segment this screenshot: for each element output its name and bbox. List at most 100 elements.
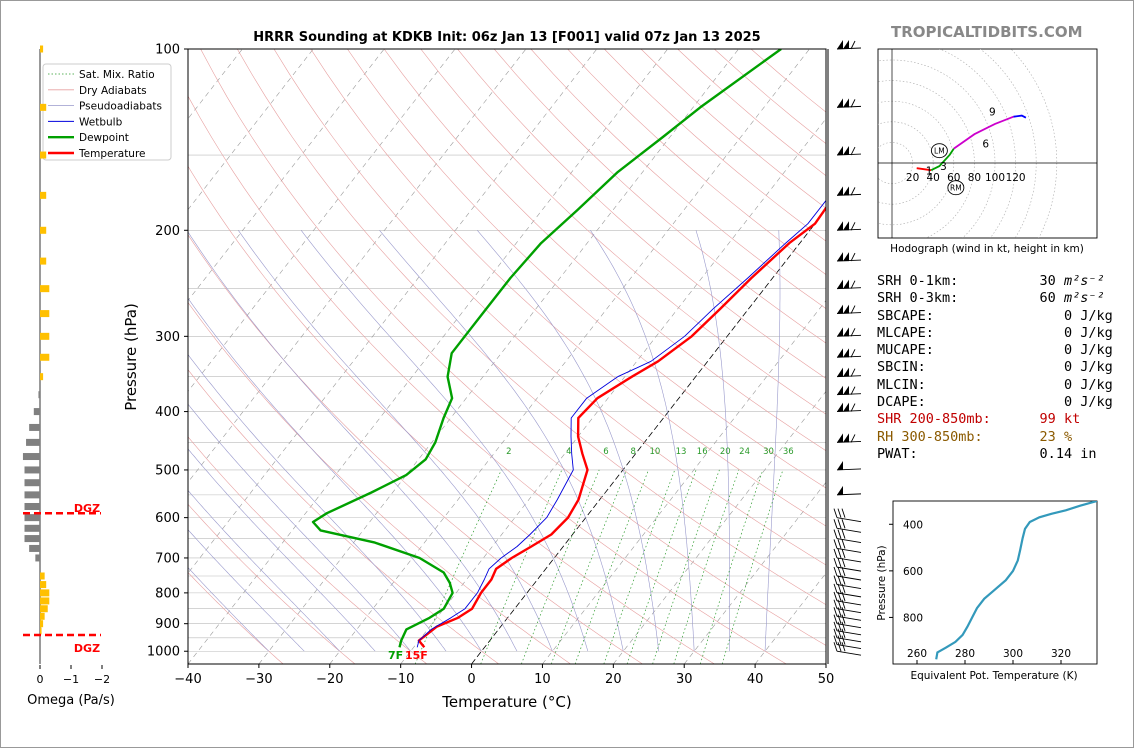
dgz-label-bottom: DGZ <box>74 642 100 655</box>
hodograph-height-label: 3 <box>940 161 947 173</box>
index-label: SBCIN: <box>877 359 1007 375</box>
x-tick-label: 50 <box>818 672 835 687</box>
index-label: SHR 200-850mb: <box>877 411 1007 427</box>
wind-barb <box>837 221 861 230</box>
omega-bar <box>38 391 40 398</box>
wind-barb <box>834 584 861 597</box>
theta-e-y-tick-label: 400 <box>903 519 923 531</box>
dry-adiabat <box>164 49 786 664</box>
wind-barb <box>837 461 861 470</box>
theta-e-y-tick-label: 800 <box>903 612 923 624</box>
y-tick-label: 700 <box>155 551 180 566</box>
x-tick-label: −10 <box>387 672 414 687</box>
omega-bar <box>40 605 48 612</box>
index-row: MLCAPE: 0 J/kg <box>877 325 1113 342</box>
barb-pennant <box>837 98 843 107</box>
wind-barb <box>834 600 861 613</box>
wind-barb <box>837 305 861 314</box>
index-label: RH 300-850mb: <box>877 429 1007 445</box>
index-value: 0 <box>1007 325 1080 341</box>
wind-barb <box>837 280 861 289</box>
barb-flag <box>851 41 855 49</box>
omega-bar <box>40 589 49 596</box>
isotherm <box>259 49 739 664</box>
index-label: MUCAPE: <box>877 342 1007 358</box>
index-row: DCAPE: 0 J/kg <box>877 394 1113 411</box>
barb-pennant <box>837 461 843 470</box>
barb-staff <box>837 651 861 655</box>
mixing-ratio-label: 30 <box>763 447 774 457</box>
omega-bar <box>40 192 46 199</box>
index-value: 0 <box>1007 377 1080 393</box>
barb-flag <box>838 567 841 576</box>
hodograph-height-label: 6 <box>982 138 989 150</box>
barb-pennant <box>843 146 849 155</box>
y-tick-label: 800 <box>155 586 180 601</box>
omega-bar <box>25 466 41 473</box>
barb-flag <box>834 509 837 518</box>
barb-flag <box>842 549 845 558</box>
barb-flag <box>834 558 837 567</box>
index-unit: J/kg <box>1080 394 1113 410</box>
hodograph-caption: Hodograph (wind in kt, height in km) <box>890 243 1084 255</box>
index-label: SRH 0-3km: <box>877 290 1007 306</box>
x-tick-label: −30 <box>245 672 272 687</box>
legend-label: Dewpoint <box>79 132 129 144</box>
barb-pennant <box>837 40 843 49</box>
barb-pennant <box>837 221 843 230</box>
barb-flag <box>842 539 845 548</box>
barb-flag <box>834 567 837 576</box>
barb-flag <box>834 584 837 593</box>
barb-flag <box>838 539 841 548</box>
profile-dewpoint <box>313 49 781 647</box>
omega-bar <box>40 627 42 634</box>
isotherm <box>330 49 810 664</box>
omega-bar <box>40 310 49 317</box>
barb-flag <box>838 530 841 539</box>
surface-temperature-label: 15F <box>405 649 428 662</box>
skewt-frame <box>188 49 826 664</box>
mixing-ratio-line <box>653 470 720 664</box>
mixing-ratio-label: 24 <box>739 447 750 457</box>
barb-pennant <box>843 433 849 442</box>
barb-flag <box>834 592 837 601</box>
mixing-ratio-label: 8 <box>630 447 635 457</box>
wind-barb <box>837 98 861 107</box>
wind-barb <box>837 40 861 49</box>
barb-flag <box>851 187 855 195</box>
barb-flag <box>842 509 845 518</box>
barb-staff <box>837 609 861 613</box>
barb-pennant <box>837 280 843 289</box>
index-unit: J/kg <box>1080 308 1113 324</box>
omega-bar <box>25 514 41 521</box>
y-tick-label: 1000 <box>147 645 180 660</box>
theta-e-y-tick-label: 600 <box>903 566 923 578</box>
index-row: MUCAPE: 0 J/kg <box>877 342 1113 359</box>
barb-flag <box>851 281 855 289</box>
surface-dewpoint-label: 7F <box>388 649 403 662</box>
index-value: 0.14 <box>1007 446 1080 462</box>
index-value: 0 <box>1007 308 1080 324</box>
barb-staff <box>837 585 861 589</box>
theta-e-frame <box>893 501 1097 664</box>
theta-e-ylabel: Pressure (hPa) <box>876 545 888 620</box>
index-label: MLCIN: <box>877 377 1007 393</box>
pseudoadiabat <box>477 230 658 651</box>
barb-pennant <box>837 305 843 314</box>
x-tick-label: 30 <box>676 672 693 687</box>
omega-tick-2: −2 <box>94 673 110 686</box>
wind-barb <box>837 368 861 377</box>
barb-pennant <box>843 40 849 49</box>
barb-pennant <box>837 327 843 336</box>
barb-flag <box>851 328 855 336</box>
barb-staff <box>837 518 861 522</box>
barb-flag <box>834 519 837 528</box>
wind-barb <box>834 592 861 605</box>
pseudoadiabat <box>765 230 780 651</box>
omega-tick-1: −1 <box>63 673 79 686</box>
theta-e-xlabel: Equivalent Pot. Temperature (K) <box>910 670 1077 682</box>
skewt-xlabel: Temperature (°C) <box>441 693 571 711</box>
